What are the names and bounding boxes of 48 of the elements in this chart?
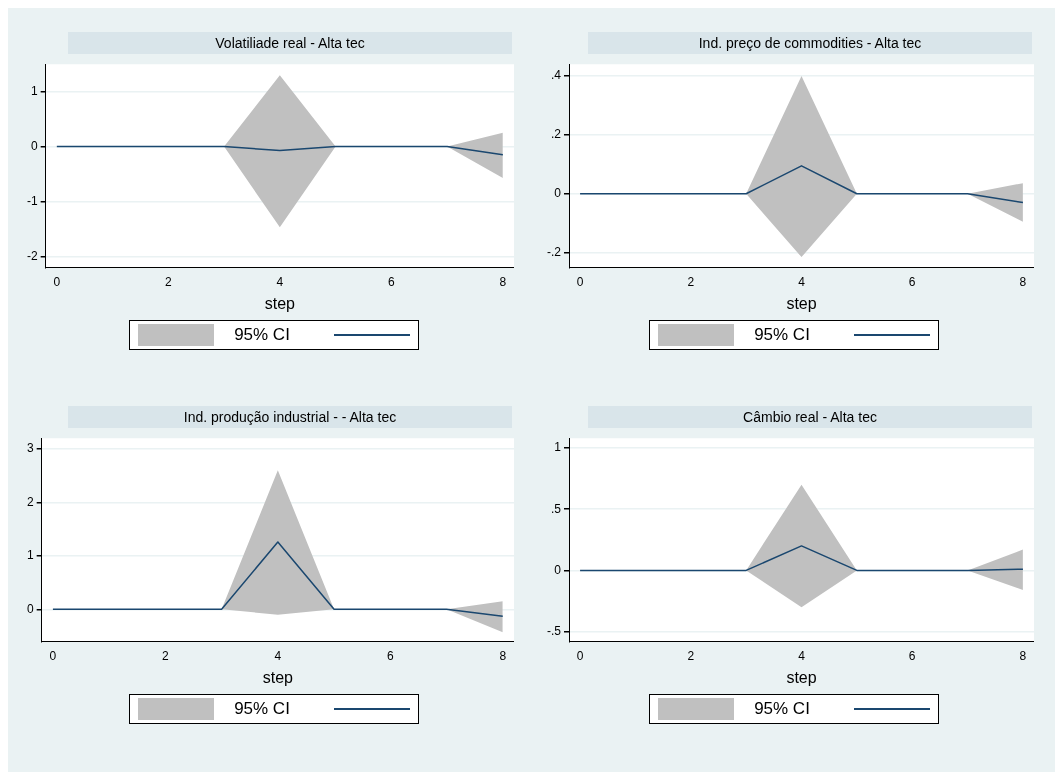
x-tick-label: 4 <box>276 274 284 289</box>
text: 95% CI <box>754 325 810 345</box>
y-tick-label: 1 <box>30 83 38 98</box>
text: 95% CI <box>234 325 290 345</box>
chart-title: Volatiliade real - Alta tec <box>68 32 512 54</box>
x-tick-label: 4 <box>798 648 806 663</box>
x-tick-label: 8 <box>1019 274 1027 289</box>
y-tick-label: -2 <box>27 248 38 263</box>
text: 95% CI <box>234 699 290 719</box>
y-tick-label: -.2 <box>546 244 562 259</box>
x-tick-label: 0 <box>53 274 61 289</box>
x-tick-label: 8 <box>1019 648 1027 663</box>
x-tick-label: 4 <box>798 274 806 289</box>
y-tick-label: 1 <box>26 548 34 563</box>
x-tick-label: 2 <box>162 648 170 663</box>
x-axis-title: step <box>264 294 296 312</box>
x-tick-label: 0 <box>576 648 584 663</box>
x-tick-label: 6 <box>388 274 395 289</box>
y-tick-label: 0 <box>30 138 38 153</box>
x-tick-label: 2 <box>687 648 695 663</box>
y-tick-label: .5 <box>550 501 562 516</box>
y-tick-label: 0 <box>554 186 562 201</box>
y-tick-label: 1 <box>554 440 562 455</box>
text: 95% CI <box>754 699 810 719</box>
x-tick-label: 2 <box>164 274 172 289</box>
x-tick-label: 6 <box>908 274 916 289</box>
x-tick-label: 6 <box>386 648 394 663</box>
y-tick-label: .4 <box>550 68 562 83</box>
x-tick-label: 0 <box>49 648 57 663</box>
x-tick-label: 8 <box>499 274 507 289</box>
x-axis-title: step <box>262 668 294 686</box>
chart-title: Câmbio real - Alta tec <box>588 406 1032 428</box>
y-tick-label: 0 <box>554 562 562 577</box>
x-tick-label: 6 <box>908 648 916 663</box>
x-axis-title: step <box>786 294 817 312</box>
y-tick-label: 0 <box>26 601 34 616</box>
x-tick-label: 2 <box>687 274 695 289</box>
chart-title: Ind. preço de commodities - Alta tec <box>588 32 1032 54</box>
x-tick-label: 0 <box>576 274 584 289</box>
y-tick-label: -1 <box>27 193 38 208</box>
y-tick-label: 2 <box>26 494 34 509</box>
x-tick-label: 8 <box>499 648 507 663</box>
y-tick-label: 3 <box>26 441 34 456</box>
y-tick-label: .2 <box>550 127 562 142</box>
x-tick-label: 4 <box>274 648 282 663</box>
y-tick-label: -.5 <box>546 623 562 638</box>
x-axis-title: step <box>786 668 817 686</box>
chart-title: Ind. produção industrial - - Alta tec <box>68 406 512 428</box>
